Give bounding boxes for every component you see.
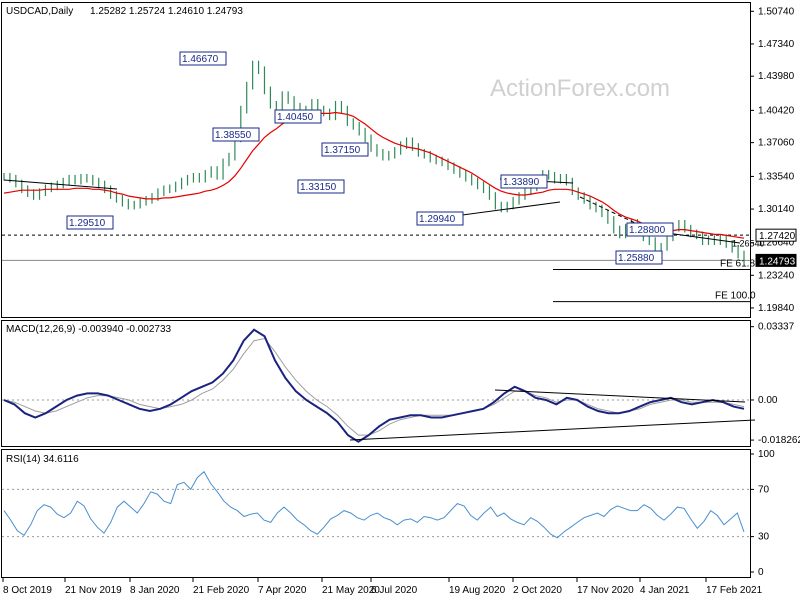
rsi-tick-label: 100 xyxy=(758,449,775,460)
annotation-box xyxy=(500,174,548,189)
price-tick-label: 1.19840 xyxy=(758,303,795,314)
annotation-box xyxy=(626,222,674,237)
rsi-layer: 100 70 30 0 xyxy=(2,449,775,578)
x-tick-label: 19 Aug 2020 xyxy=(449,585,506,596)
x-tick-label: 17 Nov 2020 xyxy=(577,585,634,596)
annotation-label: 1.28800 xyxy=(629,225,666,236)
x-tick-label: 21 May 2020 xyxy=(322,585,380,596)
x-tick-label: 8 Jan 2020 xyxy=(130,585,180,596)
price-tick-label: 1.50740 xyxy=(758,6,795,17)
annotation-box xyxy=(274,109,322,124)
macd-header: MACD(12,26,9) -0.003940 -0.002733 xyxy=(6,324,172,335)
annotation-label: 1.25880 xyxy=(618,253,655,264)
fe-100-label: FE 100.0 xyxy=(715,291,756,302)
annotation-label: 1.33150 xyxy=(300,182,337,193)
annotation-label: 1.29510 xyxy=(69,218,106,229)
x-tick-label: 2 Oct 2020 xyxy=(513,585,562,596)
macd-trendline-upper xyxy=(494,389,746,403)
symbol-label: USDCAD,Daily xyxy=(6,6,73,17)
rsi-tick-label: 30 xyxy=(758,532,770,543)
annotation-box xyxy=(212,127,260,142)
price-y-axis: 1.50740 1.47340 1.43980 1.40420 1.37060 1.335… xyxy=(732,6,797,314)
macd-tick-label: 0.03337 xyxy=(758,322,795,333)
current-price-box xyxy=(755,253,797,267)
annotation-label: 1.33890 xyxy=(503,177,540,188)
price-annotations: 1.46670 1.38550 1.40450 1.37150 1.33150 1.295… xyxy=(66,51,674,265)
annotation-box xyxy=(615,250,663,265)
x-tick-label: 7 Apr 2020 xyxy=(258,585,307,596)
x-tick-label: 21 Feb 2020 xyxy=(193,585,250,596)
macd-tick-label: 0.00 xyxy=(758,395,778,406)
annotation-box xyxy=(416,211,464,226)
annotation-label: 1.37150 xyxy=(324,145,361,156)
annotation-label: 1.29940 xyxy=(419,214,456,225)
annotation-box xyxy=(321,142,369,157)
x-tick-label: 8 Oct 2019 xyxy=(3,585,52,596)
sma-line xyxy=(3,111,745,239)
watermark: ActionForex.com xyxy=(490,75,670,102)
price-trendline xyxy=(3,179,118,190)
ohlc-label: 1.25282 1.25724 1.24610 1.24793 xyxy=(90,6,243,17)
price-tick-label: 1.33540 xyxy=(758,171,795,182)
price-tick-label: 1.26640 xyxy=(758,238,795,249)
price-tick-label: 1.43980 xyxy=(758,71,795,82)
annotation-label: 1.40450 xyxy=(277,112,314,123)
macd-line xyxy=(3,328,745,443)
x-tick-label: 17 Feb 2021 xyxy=(706,585,763,596)
annotation-box xyxy=(297,179,345,194)
price-tick-label: 1.47340 xyxy=(758,39,795,50)
level-1.27420-box xyxy=(755,228,797,242)
price-tick-label-extra: 1.26540 xyxy=(732,239,765,249)
macd-panel-frame xyxy=(1,320,751,447)
rsi-tick-label: 0 xyxy=(758,567,764,578)
annotation-box xyxy=(66,215,114,230)
macd-trendline-lower xyxy=(349,419,756,441)
x-axis: 8 Oct 2019 21 Nov 2019 8 Jan 2020 21 Feb 20… xyxy=(2,578,763,596)
price-panel-frame xyxy=(1,2,751,318)
price-tick-label: 1.23240 xyxy=(758,270,795,281)
macd-layer: 0.03337 0.00 -0.018262 xyxy=(2,322,800,446)
annotation-label: 1.38550 xyxy=(215,130,252,141)
price-tick-label: 1.40420 xyxy=(758,105,795,116)
fe-61.8-label: FE 61.8 xyxy=(720,258,755,269)
x-tick-label: 21 Nov 2019 xyxy=(65,585,122,596)
annotation-label: 1.46670 xyxy=(182,54,219,65)
level-1.27420-label: 1.27420 xyxy=(759,231,796,242)
price-tick-label: 1.37060 xyxy=(758,138,795,149)
price-tick-label: 1.30140 xyxy=(758,204,795,215)
x-tick-label: 6 Jul 2020 xyxy=(371,585,418,596)
current-price-label: 1.24793 xyxy=(759,256,796,267)
rsi-tick-label: 70 xyxy=(758,484,770,495)
macd-tick-label: -0.018262 xyxy=(758,435,800,446)
rsi-line xyxy=(3,470,745,539)
x-tick-label: 4 Jan 2021 xyxy=(640,585,690,596)
rsi-header: RSI(14) 34.6116 xyxy=(6,454,79,465)
annotation-box xyxy=(179,51,227,66)
